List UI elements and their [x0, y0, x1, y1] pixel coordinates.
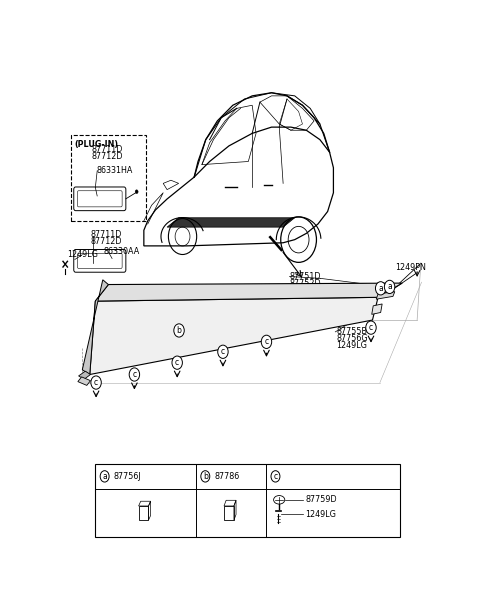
Text: 86330AA: 86330AA: [104, 247, 140, 256]
Text: c: c: [132, 370, 136, 379]
Text: 87712D: 87712D: [92, 152, 123, 161]
Bar: [71, 135, 145, 221]
Text: 87711D: 87711D: [91, 230, 122, 239]
Polygon shape: [372, 304, 382, 314]
Text: a: a: [387, 282, 392, 292]
Polygon shape: [78, 377, 91, 386]
Text: 1249LG: 1249LG: [336, 341, 367, 350]
Text: 87756J: 87756J: [114, 472, 142, 481]
Polygon shape: [376, 292, 395, 300]
Circle shape: [384, 280, 395, 293]
Text: c: c: [221, 347, 225, 356]
Text: 1249PN: 1249PN: [395, 263, 426, 272]
Text: 1249LG: 1249LG: [67, 250, 97, 259]
Text: 87759D: 87759D: [305, 495, 337, 504]
Polygon shape: [167, 218, 295, 227]
Text: 87786: 87786: [215, 472, 240, 481]
Text: c: c: [94, 378, 98, 387]
Text: c: c: [264, 338, 268, 346]
Circle shape: [218, 345, 228, 359]
Polygon shape: [90, 297, 378, 375]
Bar: [224, 506, 234, 520]
Text: (PLUG-IN): (PLUG-IN): [74, 140, 118, 149]
Circle shape: [201, 470, 210, 482]
Text: 87712D: 87712D: [91, 237, 122, 247]
Circle shape: [375, 282, 386, 295]
Text: 87752D: 87752D: [290, 279, 322, 288]
Text: c: c: [274, 472, 277, 481]
Text: 87751D: 87751D: [290, 272, 322, 281]
Text: 87755B: 87755B: [336, 327, 367, 336]
Polygon shape: [79, 371, 91, 379]
Text: 1249LG: 1249LG: [305, 509, 336, 518]
Circle shape: [174, 324, 184, 337]
Text: a: a: [102, 472, 107, 481]
Text: a: a: [378, 284, 383, 293]
Circle shape: [366, 321, 376, 335]
Polygon shape: [96, 283, 402, 301]
Text: c: c: [369, 323, 373, 332]
Text: 87756G: 87756G: [336, 334, 368, 343]
Circle shape: [135, 190, 138, 194]
Text: c: c: [175, 358, 179, 367]
Circle shape: [261, 335, 272, 349]
Bar: [96, 464, 400, 537]
Circle shape: [129, 368, 140, 381]
Polygon shape: [83, 280, 108, 375]
Bar: [139, 506, 148, 520]
Circle shape: [271, 470, 280, 482]
Circle shape: [91, 376, 101, 389]
Text: 87711D: 87711D: [92, 145, 123, 154]
Text: b: b: [177, 326, 181, 335]
Circle shape: [100, 470, 109, 482]
Text: 86331HA: 86331HA: [96, 167, 133, 175]
Text: b: b: [203, 472, 208, 481]
Circle shape: [172, 356, 182, 369]
